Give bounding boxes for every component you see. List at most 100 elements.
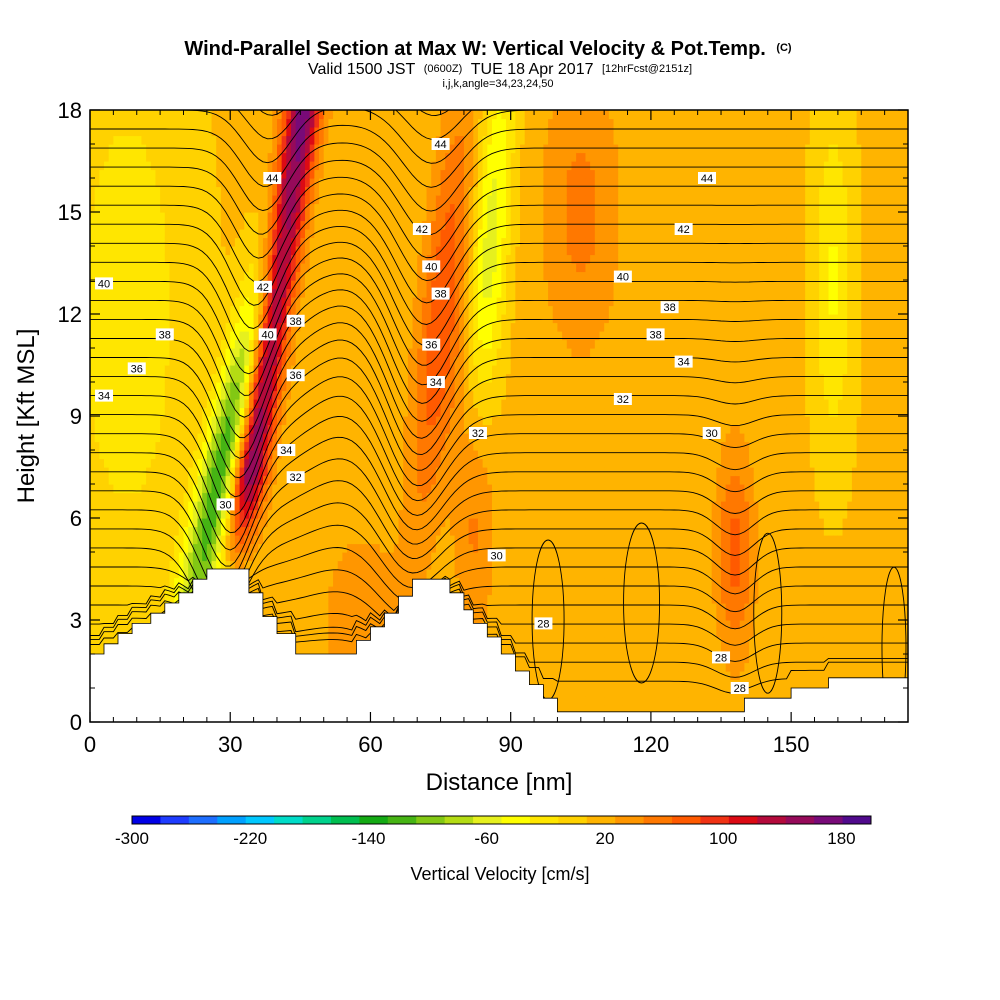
velocity-cell <box>314 552 320 562</box>
velocity-cell <box>197 373 203 383</box>
velocity-cell <box>393 144 400 154</box>
velocity-cell <box>351 237 358 247</box>
velocity-cell <box>94 603 100 613</box>
velocity-cell <box>141 348 147 358</box>
velocity-cell <box>323 203 329 213</box>
velocity-cell <box>314 628 320 638</box>
velocity-cell <box>188 424 194 434</box>
velocity-cell <box>351 424 358 434</box>
velocity-cell <box>342 611 348 621</box>
velocity-cell <box>155 314 161 324</box>
velocity-cell <box>403 399 409 409</box>
velocity-cell <box>351 331 358 341</box>
velocity-cell <box>342 220 348 230</box>
velocity-cell <box>281 628 287 638</box>
velocity-cell <box>206 280 213 290</box>
velocity-cell <box>328 645 334 655</box>
velocity-cell <box>309 467 315 477</box>
velocity-cell <box>361 475 367 485</box>
velocity-cell <box>356 416 362 426</box>
velocity-cell <box>141 416 147 426</box>
velocity-cell <box>375 195 381 205</box>
velocity-cell <box>262 535 269 545</box>
velocity-cell <box>90 501 96 511</box>
velocity-cell <box>211 322 217 332</box>
velocity-cell <box>174 543 180 553</box>
velocity-cell <box>295 186 301 196</box>
velocity-cell <box>328 195 334 205</box>
velocity-cell <box>169 356 175 366</box>
velocity-cell <box>211 552 217 562</box>
velocity-cell <box>155 458 161 468</box>
velocity-cell <box>192 118 199 128</box>
velocity-cell <box>262 127 269 137</box>
velocity-cell <box>356 229 362 239</box>
velocity-cell <box>361 144 367 154</box>
velocity-cell <box>141 424 147 434</box>
velocity-cell <box>319 611 325 621</box>
velocity-cell <box>333 144 339 154</box>
velocity-cell <box>178 509 185 519</box>
velocity-cell <box>90 407 96 417</box>
velocity-cell <box>286 433 292 443</box>
velocity-cell <box>370 501 376 511</box>
velocity-cell <box>356 492 362 502</box>
velocity-cell <box>127 611 133 621</box>
velocity-cell <box>319 314 325 324</box>
velocity-cell <box>178 203 185 213</box>
velocity-cell <box>108 152 114 162</box>
velocity-cell <box>276 365 283 375</box>
velocity-cell <box>403 543 409 553</box>
velocity-cell <box>333 305 339 315</box>
velocity-cell <box>150 110 157 120</box>
velocity-cell <box>132 492 138 502</box>
velocity-cell <box>183 254 189 264</box>
velocity-cell <box>90 203 96 213</box>
velocity-cell <box>160 110 166 120</box>
velocity-cell <box>155 518 161 528</box>
velocity-cell <box>361 135 367 145</box>
velocity-cell <box>206 543 213 553</box>
velocity-cell <box>314 509 320 519</box>
velocity-cell <box>146 509 152 519</box>
velocity-cell <box>136 195 143 205</box>
velocity-cell <box>174 450 180 460</box>
velocity-cell <box>398 339 404 349</box>
velocity-cell <box>300 577 306 587</box>
velocity-cell <box>407 535 414 545</box>
velocity-cell <box>314 271 320 281</box>
velocity-cell <box>267 501 273 511</box>
velocity-cell <box>328 288 334 298</box>
velocity-cell <box>216 475 222 485</box>
velocity-cell <box>403 271 409 281</box>
velocity-cell <box>412 535 418 545</box>
velocity-cell <box>94 254 100 264</box>
velocity-cell <box>347 178 353 188</box>
velocity-cell <box>403 305 409 315</box>
velocity-cell <box>319 441 325 451</box>
velocity-cell <box>234 288 241 298</box>
velocity-cell <box>90 526 96 536</box>
velocity-cell <box>239 416 245 426</box>
velocity-cell <box>384 399 390 409</box>
velocity-cell <box>403 169 409 179</box>
velocity-cell <box>141 297 147 307</box>
velocity-cell <box>337 407 344 417</box>
velocity-cell <box>281 127 287 137</box>
velocity-cell <box>281 382 287 392</box>
velocity-cell <box>389 305 395 315</box>
velocity-cell <box>384 331 390 341</box>
velocity-cell <box>319 509 325 519</box>
velocity-cell <box>295 161 301 171</box>
velocity-cell <box>155 195 161 205</box>
velocity-cell <box>342 314 348 324</box>
velocity-cell <box>384 144 390 154</box>
velocity-cell <box>370 424 376 434</box>
velocity-cell <box>323 390 329 400</box>
velocity-cell <box>403 586 409 596</box>
velocity-cell <box>328 475 334 485</box>
velocity-cell <box>262 586 269 596</box>
velocity-cell <box>389 492 395 502</box>
velocity-cell <box>319 152 325 162</box>
velocity-cell <box>178 467 185 477</box>
